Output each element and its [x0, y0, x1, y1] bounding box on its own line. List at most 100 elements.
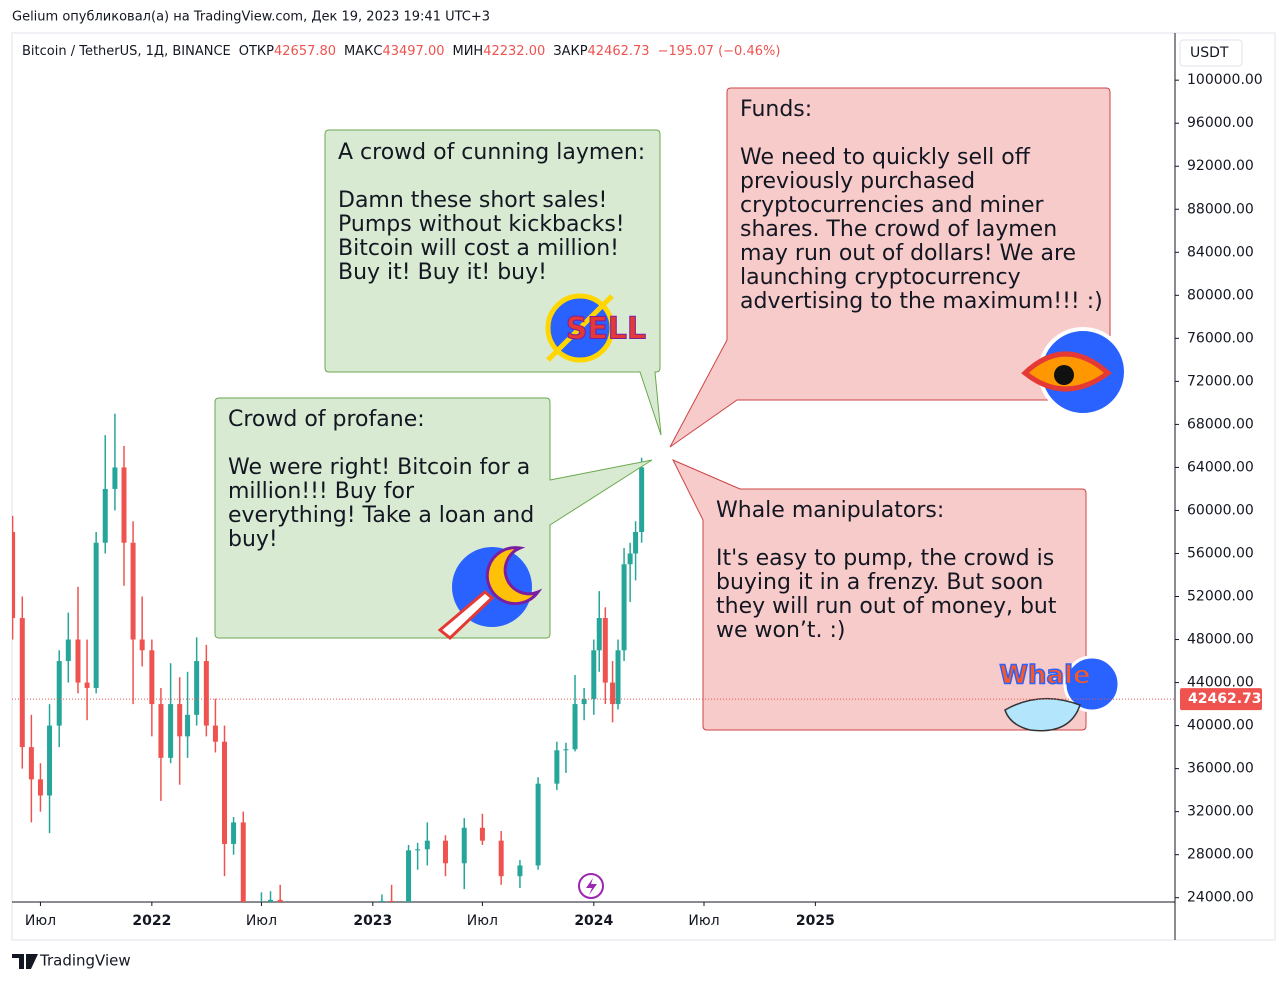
- candle-body: [194, 661, 200, 715]
- annotation-line: We need to quickly sell off: [740, 145, 1031, 170]
- candle-body: [102, 488, 108, 543]
- currency: USDT: [1190, 45, 1229, 61]
- x-tick-label: Июл: [688, 913, 719, 929]
- candle-body: [12, 531, 16, 619]
- y-tick-label: 36000.00: [1187, 761, 1254, 777]
- annotation-title: Whale manipulators:: [716, 498, 944, 523]
- frame: [11, 32, 1276, 941]
- candle-body: [168, 704, 174, 758]
- candle-body: [65, 639, 71, 662]
- legend-value: 42462.73: [588, 44, 650, 59]
- annotation-line: everything! Take a loan and: [228, 503, 534, 528]
- annotation-line: advertising to the maximum!!! :): [740, 289, 1103, 314]
- sticker-text: SELL: [566, 312, 646, 347]
- y-tick-label: 32000.00: [1187, 804, 1254, 820]
- annotation-line: Damn these short sales!: [338, 188, 607, 213]
- annotation-title: Crowd of profane:: [228, 407, 425, 432]
- bubble: [671, 458, 1087, 731]
- legend-label: ЗАКР: [553, 44, 587, 59]
- sell-sticker: [545, 293, 615, 363]
- legend-label: ОТКР: [239, 44, 274, 59]
- legend-value: 43497.00: [382, 44, 444, 59]
- candle-body: [442, 840, 448, 864]
- annotation-title: Funds:: [740, 97, 812, 122]
- candle-body: [212, 725, 218, 742]
- candle-body: [621, 564, 627, 651]
- candle-body: [615, 650, 621, 705]
- x-tick-label: 2024: [574, 913, 613, 929]
- logo: [12, 954, 38, 969]
- candle-body: [581, 699, 587, 705]
- candle-body: [415, 849, 421, 851]
- candle-body: [287, 925, 292, 941]
- annotation-line: may run out of dollars! We are: [740, 241, 1076, 266]
- y-tick-label: 84000.00: [1187, 244, 1254, 260]
- candle-body: [517, 865, 523, 877]
- candle-body: [277, 899, 283, 902]
- legend-label: МАКС: [344, 44, 382, 59]
- candle-body: [333, 935, 338, 978]
- symbol: Bitcoin / TetherUS, 1Д, BINANCE: [22, 44, 231, 59]
- candle-body: [37, 779, 43, 796]
- y-tick-label: 24000.00: [1187, 890, 1254, 906]
- candle-body: [379, 900, 385, 902]
- annotation-line: It's easy to pump, the crowd is: [716, 546, 1054, 571]
- annotation-line: we won’t. :): [716, 618, 846, 643]
- candle-body: [296, 941, 301, 946]
- candle-body: [222, 741, 228, 844]
- annotation-line: Pumps without kickbacks!: [338, 212, 625, 237]
- annotation-line: cryptocurrencies and miner: [740, 193, 1045, 218]
- candle-body: [19, 618, 25, 748]
- annotation-line: they will run out of money, but: [716, 594, 1057, 619]
- candle-body: [75, 639, 81, 683]
- annotation-line: buying it in a frenzy. But soon: [716, 570, 1043, 595]
- annotation-line: shares. The crowd of laymen: [740, 217, 1057, 242]
- legend-value: 42232.00: [483, 44, 545, 59]
- x-tick-label: 2023: [353, 913, 392, 929]
- sticker-text: Whale: [999, 661, 1090, 691]
- annotation-line: buy!: [228, 527, 278, 552]
- y-tick-label: 56000.00: [1187, 545, 1254, 561]
- annotation-line: Bitcoin will cost a million!: [338, 236, 619, 261]
- legend-label: МИН: [452, 44, 483, 59]
- y-tick-label: 28000.00: [1187, 847, 1254, 863]
- annotation-line: million!!! Buy for: [228, 479, 415, 504]
- candle-body: [240, 822, 246, 902]
- annotation-title: A crowd of cunning laymen:: [338, 140, 645, 165]
- candle-body: [572, 704, 578, 750]
- candle-body: [554, 750, 560, 784]
- candle-body: [610, 682, 616, 705]
- candle-body: [602, 618, 608, 683]
- candle-body: [498, 840, 504, 877]
- candle-body: [406, 850, 412, 902]
- candle-body: [596, 618, 602, 651]
- lightning-icon: [578, 873, 604, 899]
- x-tick-label: 2022: [132, 913, 171, 929]
- annotation-line: We were right! Bitcoin for a: [228, 455, 530, 480]
- candle-body: [461, 827, 467, 864]
- currency-box: [1179, 39, 1243, 67]
- annotations: A crowd of cunning laymen: Damn these sho…: [214, 87, 1128, 899]
- candle-body: [177, 704, 183, 737]
- candle-body: [112, 467, 118, 489]
- candle-body: [149, 650, 155, 705]
- bubble: [214, 397, 653, 639]
- candle-body: [28, 747, 34, 780]
- y-tick-label: 92000.00: [1187, 158, 1254, 174]
- candle-body: [535, 783, 541, 866]
- annotation-line: launching cryptocurrency: [740, 265, 1021, 290]
- y-tick-label: 60000.00: [1187, 502, 1254, 518]
- y-tick-label: 44000.00: [1187, 675, 1254, 691]
- candle-body: [231, 822, 237, 844]
- candle-body: [591, 650, 597, 700]
- candle-body: [185, 714, 191, 737]
- x-tick-label: Июл: [467, 913, 498, 929]
- candle-body: [84, 682, 90, 688]
- x-tick-label: 2025: [796, 913, 835, 929]
- candle-body: [130, 542, 136, 640]
- candle-body: [563, 749, 569, 751]
- y-tick-label: 40000.00: [1187, 718, 1254, 734]
- candle-body: [389, 900, 395, 902]
- y-tick-label: 88000.00: [1187, 201, 1254, 217]
